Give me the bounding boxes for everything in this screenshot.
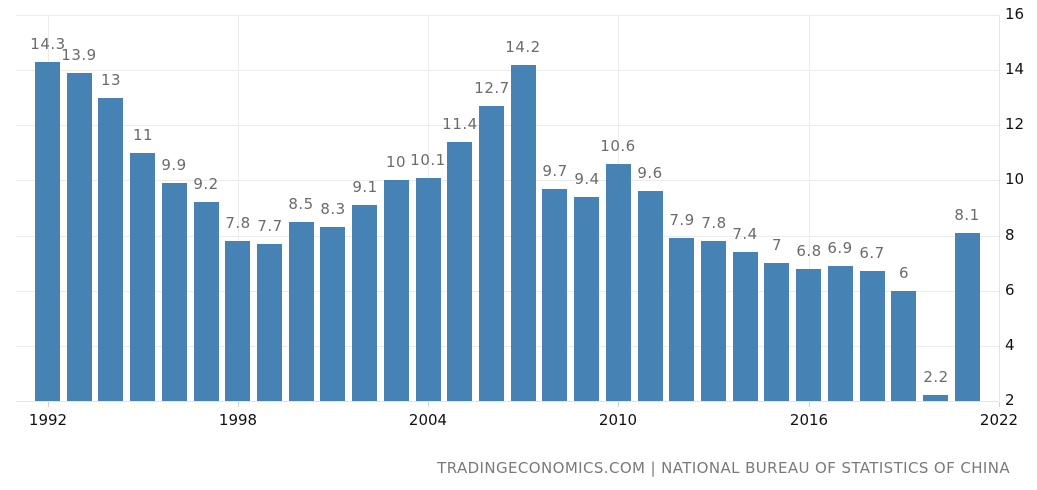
bar-2018: [860, 271, 885, 401]
bar-2020: [923, 395, 948, 401]
bar-2006: [479, 106, 504, 401]
bar-value-label: 6.9: [827, 239, 853, 257]
gridline-horizontal: [16, 291, 999, 292]
bar-1998: [225, 241, 250, 401]
x-axis-tick-label: 1998: [218, 411, 258, 429]
bar-value-label: 12.7: [474, 79, 510, 97]
bar-1992: [35, 62, 60, 401]
bar-2016: [796, 269, 821, 401]
bar-2009: [574, 197, 599, 401]
bar-2007: [511, 65, 536, 401]
bar-value-label: 10.1: [410, 151, 446, 169]
bar-value-label: 7.7: [257, 217, 283, 235]
y-axis-tick-label: 10: [1005, 170, 1025, 188]
bar-value-label: 10: [385, 153, 407, 171]
y-axis-tick-label: 8: [1005, 226, 1015, 244]
y-axis-tick-label: 12: [1005, 115, 1025, 133]
y-axis-tick-label: 14: [1005, 60, 1025, 78]
bar-2021: [955, 233, 980, 401]
bar-value-label: 2.2: [923, 368, 949, 386]
bar-value-label: 14.3: [30, 35, 66, 53]
bar-value-label: 9.7: [542, 162, 568, 180]
bar-2014: [733, 252, 758, 401]
bar-2013: [701, 241, 726, 401]
y-axis-line: [999, 15, 1000, 401]
bar-value-label: 9.9: [161, 156, 187, 174]
bar-value-label: 7.8: [701, 214, 727, 232]
bar-2005: [447, 142, 472, 401]
bar-value-label: 11: [132, 126, 154, 144]
x-axis-tick-mark: [999, 402, 1000, 407]
bar-value-label: 7.8: [225, 214, 251, 232]
bar-2002: [352, 205, 377, 401]
bar-value-label: 7: [771, 236, 783, 254]
gridline-vertical: [238, 15, 239, 401]
gridline-horizontal: [16, 15, 999, 16]
x-axis-tick-label: 2016: [789, 411, 829, 429]
y-axis-tick-label: 2: [1005, 391, 1015, 409]
source-attribution: TRADINGECONOMICS.COM | NATIONAL BUREAU O…: [437, 459, 1010, 477]
bar-value-label: 8.3: [320, 200, 346, 218]
y-axis-tick-label: 4: [1005, 336, 1015, 354]
bar-value-label: 9.4: [574, 170, 600, 188]
bar-value-label: 8.1: [954, 206, 980, 224]
bar-1996: [162, 183, 187, 401]
bar-1995: [130, 153, 155, 401]
bar-value-label: 13: [100, 71, 122, 89]
bar-value-label: 6: [898, 264, 910, 282]
gridline-horizontal: [16, 70, 999, 71]
bar-value-label: 6.7: [859, 244, 885, 262]
bar-value-label: 8.5: [288, 195, 314, 213]
bar-2015: [764, 263, 789, 401]
bar-value-label: 13.9: [61, 46, 97, 64]
bar-value-label: 10.6: [600, 137, 636, 155]
bar-value-label: 9.6: [637, 164, 663, 182]
x-axis-tick-label: 2010: [598, 411, 638, 429]
bar-1999: [257, 244, 282, 401]
x-axis-tick-mark: [428, 402, 429, 407]
bar-2008: [542, 189, 567, 401]
x-axis-tick-mark: [809, 402, 810, 407]
gridline-horizontal: [16, 125, 999, 126]
bar-2017: [828, 266, 853, 401]
bar-2003: [384, 180, 409, 401]
bar-value-label: 11.4: [442, 115, 478, 133]
bar-2012: [669, 238, 694, 401]
bar-2000: [289, 222, 314, 401]
gridline-vertical: [809, 15, 810, 401]
bar-value-label: 9.1: [352, 178, 378, 196]
bar-value-label: 7.4: [732, 225, 758, 243]
bar-2010: [606, 164, 631, 401]
bar-1997: [194, 202, 219, 401]
x-axis-tick-label: 2022: [979, 411, 1019, 429]
gridline-horizontal: [16, 236, 999, 237]
bar-2011: [638, 191, 663, 401]
bar-1994: [98, 98, 123, 401]
bar-value-label: 6.8: [796, 242, 822, 260]
x-axis-tick-label: 2004: [408, 411, 448, 429]
bar-value-label: 9.2: [193, 175, 219, 193]
x-axis-tick-mark: [238, 402, 239, 407]
x-axis-baseline: [16, 401, 999, 402]
x-axis-tick-label: 1992: [28, 411, 68, 429]
x-axis-tick-mark: [48, 402, 49, 407]
y-axis-tick-label: 6: [1005, 281, 1015, 299]
gridline-horizontal: [16, 180, 999, 181]
y-axis-tick-label: 16: [1005, 5, 1025, 23]
x-axis-tick-mark: [618, 402, 619, 407]
gridline-horizontal: [16, 346, 999, 347]
bar-2019: [891, 291, 916, 401]
bar-value-label: 7.9: [669, 211, 695, 229]
bar-2001: [320, 227, 345, 401]
bar-1993: [67, 73, 92, 401]
bar-2004: [416, 178, 441, 401]
bar-value-label: 14.2: [505, 38, 541, 56]
